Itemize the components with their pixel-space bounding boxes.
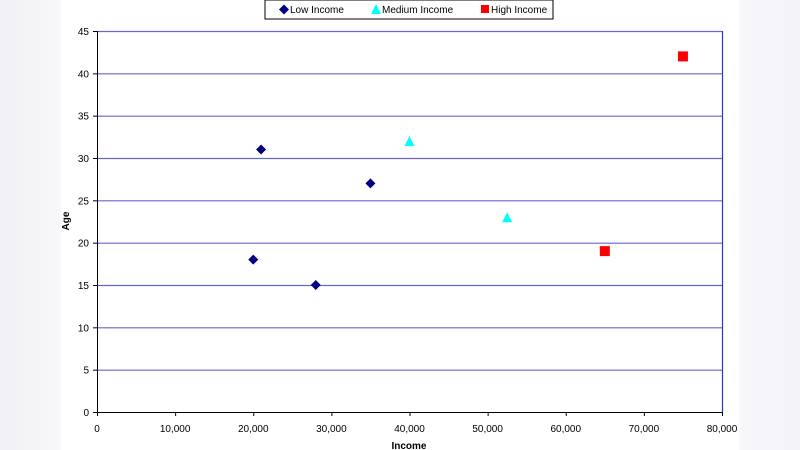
legend-triangle-icon [371,4,381,14]
legend-label: Medium Income [382,5,454,16]
diamond-data-point [310,280,321,290]
legend-diamond-icon [279,4,289,15]
x-axis-title: Income [391,441,426,450]
y-tick-label: 10 [78,323,90,334]
series-medium-income [404,136,513,223]
x-tick-label: 40,000 [394,424,425,435]
y-tick-label: 15 [78,281,90,292]
data-points [248,51,688,290]
x-tick-label: 50,000 [472,424,503,435]
legend-box [264,0,554,20]
x-tick-label: 0 [94,424,100,435]
series-low-income [248,144,376,290]
x-tick-label: 20,000 [238,424,269,435]
y-tick-label: 5 [83,366,89,377]
diamond-data-point [365,178,376,189]
x-tick-label: 10,000 [160,424,191,435]
legend: Low Income Medium Income High Income [264,0,554,20]
series-high-income [599,51,688,257]
x-tick-label: 30,000 [316,424,347,435]
diamond-data-point [256,144,267,155]
x-tick-label: 70,000 [629,424,660,435]
square-data-point [599,246,610,257]
y-tick-label: 30 [78,154,90,165]
gridlines [97,30,724,412]
chart-area [62,0,738,450]
y-axis-title: Age [61,211,72,230]
x-tick-label: 60,000 [550,424,581,435]
triangle-data-point [404,136,415,147]
x-axis-ticks: 0 10,000 20,000 30,000 40,000 50,000 60,000 70,… [94,412,738,435]
y-axis-ticks: 0 5 10 15 20 25 30 35 40 45 [78,27,97,419]
axes [93,31,723,416]
legend-square-icon [481,5,489,13]
legend-label: Low Income [290,5,344,16]
y-tick-label: 35 [78,112,90,123]
diamond-data-point [248,254,259,265]
legend-label: High Income [491,5,548,16]
y-tick-label: 40 [78,69,90,80]
y-tick-label: 25 [78,196,90,207]
square-data-point [677,51,688,62]
y-tick-label: 0 [83,408,89,419]
x-tick-label: 80,000 [707,424,738,435]
y-tick-label: 20 [78,239,90,250]
triangle-data-point [502,212,513,223]
y-tick-label: 45 [78,27,90,38]
